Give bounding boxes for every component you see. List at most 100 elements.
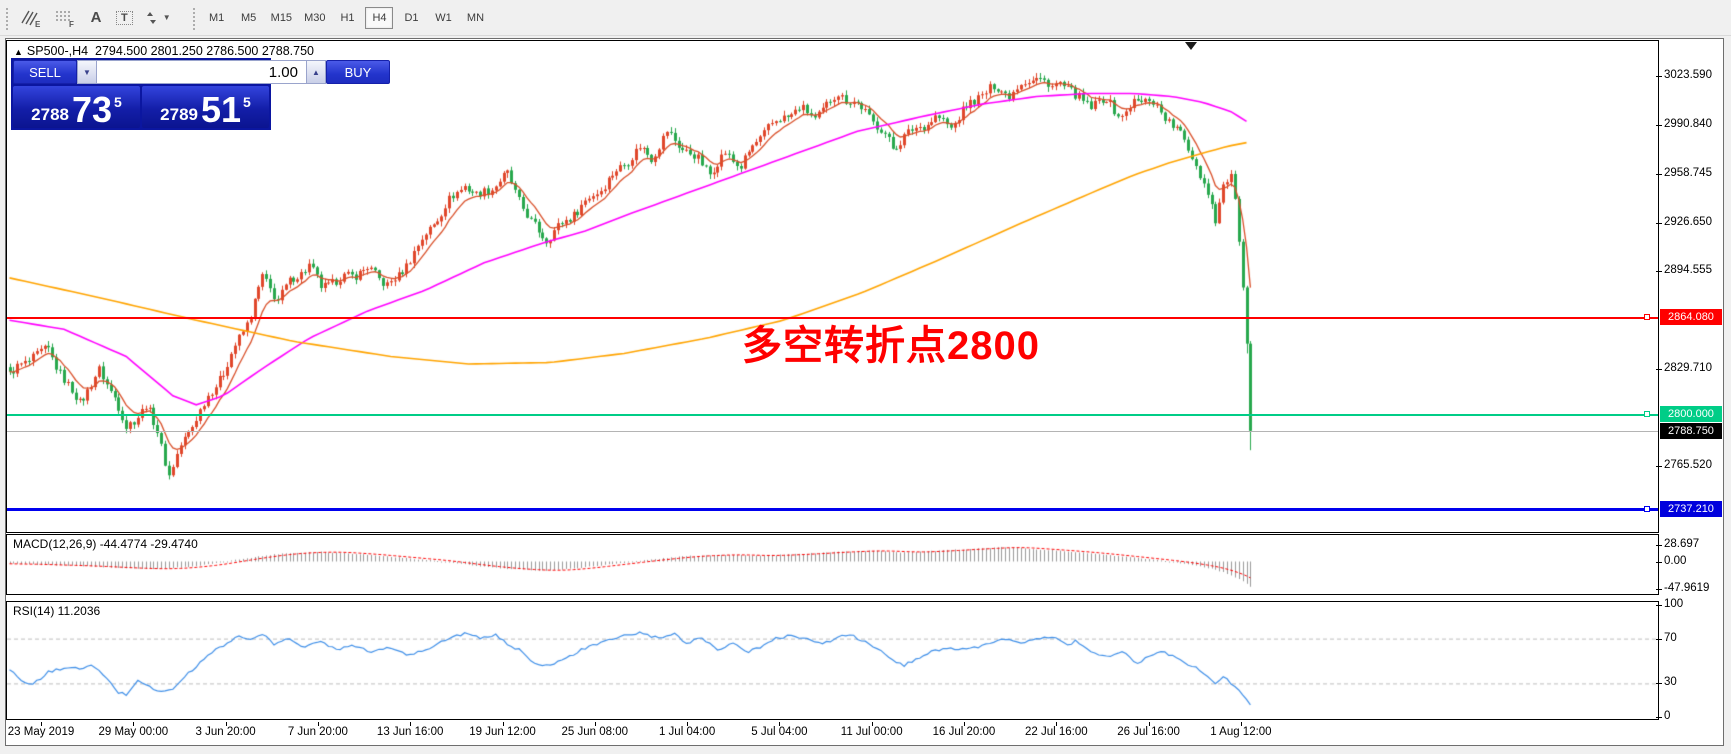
time-tick-mark [225,722,227,726]
time-tick-mark [1056,722,1058,726]
support-hline-2737[interactable] [7,508,1658,512]
sell-button[interactable]: SELL [13,60,77,84]
time-tick-label: 3 Jun 20:00 [195,726,256,738]
rsi-axis-label: 0 [1664,710,1671,722]
time-tick-mark [41,722,42,726]
current-price-line [7,431,1658,433]
time-tick-label: 23 May 2019 [7,726,75,738]
time-tick-label: 16 Jul 20:00 [932,726,996,738]
main-price-chart[interactable]: ▲ SP500-,H4 2794.500 2801.250 2786.500 27… [6,40,1659,533]
buy-price-sup: 5 [243,94,251,110]
support-hline-2800[interactable] [7,413,1658,417]
price-badge: 2737.210 [1660,500,1722,517]
volume-input[interactable] [97,60,306,84]
svg-text:E: E [35,20,41,28]
chart-shift-marker[interactable] [1185,42,1197,50]
macd-axis-label: 0.00 [1664,554,1687,567]
resistance-hline-2864[interactable] [7,317,1658,320]
volume-decrease-button[interactable]: ▼ [77,60,97,84]
rsi-axis-label: 70 [1664,631,1677,644]
price-tick-label: 2958.745 [1664,166,1712,179]
macd-canvas[interactable] [7,535,1658,594]
timeframe-button-m1[interactable]: M1 [209,11,225,24]
price-tick-label: 2926.650 [1664,215,1712,228]
dropdown-caret[interactable]: ▼ [162,13,171,22]
collapse-arrow-icon[interactable]: ▲ [14,47,23,57]
rsi-tick-mark [1656,683,1662,685]
time-tick-mark [502,722,504,726]
sell-price-big: 73 [71,88,113,130]
macd-axis-label: 28.697 [1664,538,1700,551]
price-tick-mark [1656,173,1662,175]
hline-drag-handle[interactable] [1644,314,1650,321]
volume-increase-button[interactable]: ▲ [306,60,326,84]
timeframe-button-h4[interactable]: H4 [365,6,394,29]
time-tick-label: 29 May 00:00 [98,726,169,738]
time-tick-label: 11 Jul 00:00 [840,726,903,738]
time-tick-mark [133,722,135,726]
hline-drag-handle[interactable] [1644,410,1650,417]
chart-text-annotation[interactable]: 多空转折点2800 [742,324,1040,368]
grid-dots-icon[interactable]: F [49,5,81,31]
indicators-icon[interactable]: E [15,5,47,31]
buy-price-prefix: 2789 [160,105,198,124]
time-tick-mark [779,722,781,726]
text-label-icon[interactable]: A [90,9,102,26]
timeframe-button-w1[interactable]: W1 [435,11,452,24]
buy-price-big: 51 [200,88,242,130]
timeframe-toolbar: M1 M5 M15 M30 H1 H4 D1 W1 MN [201,6,492,29]
text-box-icon[interactable]: T [111,5,138,31]
rsi-tick-mark [1656,717,1662,718]
price-tick-mark [1656,222,1662,224]
time-tick-label: 1 Jul 04:00 [658,726,716,738]
candlestick-canvas[interactable] [7,41,1658,532]
price-tick-mark [1656,466,1662,467]
time-tick-label: 19 Jun 12:00 [469,726,536,738]
price-badge: 2864.080 [1660,309,1722,326]
time-tick-label: 26 Jul 16:00 [1117,726,1180,738]
price-badge: 2800.000 [1660,405,1722,422]
toolbar-grip[interactable] [4,5,10,30]
one-click-trade-panel: SELL ▼ ▲ BUY 2788 73 5 2789 51 5 [11,58,390,130]
time-tick-label: 1 Aug 12:00 [1210,726,1272,738]
timeframe-button-mn[interactable]: MN [466,11,485,24]
timeframe-button-m5[interactable]: M5 [241,11,257,24]
rsi-canvas[interactable] [7,602,1658,719]
time-tick-mark [1148,722,1150,726]
time-tick-mark [1240,722,1242,726]
rsi-label: RSI(14) 11.2036 [13,604,101,618]
macd-label: MACD(12,26,9) -44.4774 -29.4740 [13,537,198,551]
timeframe-button-m30[interactable]: M30 [304,11,326,24]
price-tick-label: 3023.590 [1664,69,1712,81]
arrange-arrows-icon[interactable]: ▼ [140,5,176,31]
price-tick-label: 2765.520 [1664,459,1712,471]
price-axis[interactable]: 3023.590 2990.840 2958.745 2926.650 2894.555… [1656,38,1726,746]
ohlc-quotes: 2794.500 2801.250 2786.500 2788.750 [95,44,314,58]
price-tick-mark [1656,76,1662,77]
time-tick-label: 25 Jun 08:00 [561,726,629,738]
buy-button[interactable]: BUY [326,60,390,84]
symbol-header: ▲ SP500-,H4 2794.500 2801.250 2786.500 27… [14,44,314,58]
price-tick-label: 2829.710 [1664,362,1712,374]
rsi-axis-label: 100 [1664,598,1684,610]
timeframe-button-h1[interactable]: H1 [340,11,355,24]
buy-price-display[interactable]: 2789 51 5 [142,86,269,128]
timeframe-button-d1[interactable]: D1 [404,11,419,24]
time-axis[interactable]: 23 May 2019 29 May 00:00 3 Jun 20:00 7 Jun … [6,722,1659,744]
price-tick-mark [1656,369,1662,370]
sell-price-display[interactable]: 2788 73 5 [13,86,140,128]
price-badge: 2788.750 [1660,422,1722,439]
hline-drag-handle[interactable] [1644,505,1650,512]
macd-indicator-panel[interactable]: MACD(12,26,9) -44.4774 -29.4740 [6,534,1659,595]
time-tick-label: 5 Jul 04:00 [751,726,808,738]
price-tick-mark [1656,271,1662,272]
macd-tick-mark [1656,545,1662,547]
price-tick-label: 2990.840 [1664,118,1712,131]
rsi-indicator-panel[interactable]: RSI(14) 11.2036 [6,601,1659,720]
timeframe-button-m15[interactable]: M15 [270,11,293,24]
timeframe-toolbar-grip[interactable] [190,5,197,30]
time-tick-mark [594,722,596,726]
svg-text:F: F [69,20,74,28]
macd-tick-mark [1656,589,1662,590]
